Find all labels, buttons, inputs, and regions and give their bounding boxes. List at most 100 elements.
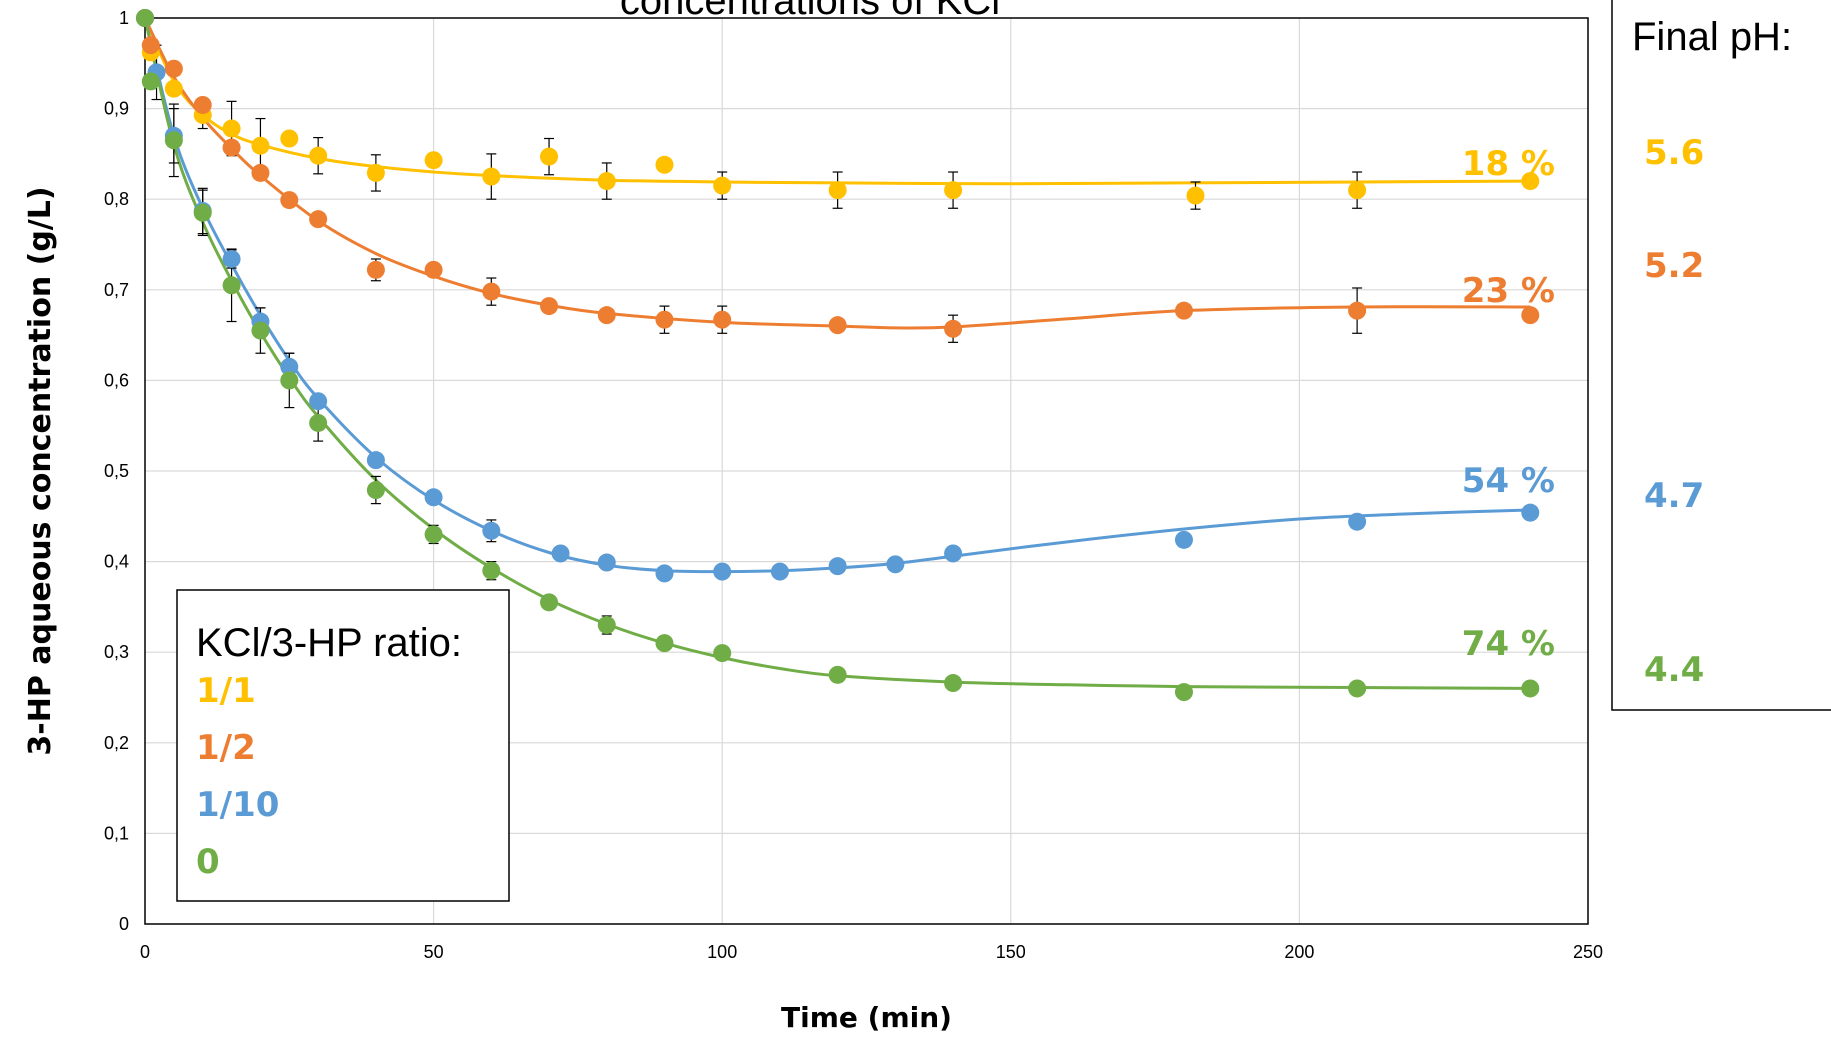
fit-curve-0 bbox=[143, 17, 1531, 690]
data-point-0 bbox=[141, 72, 160, 91]
y-tick-label: 0,7 bbox=[104, 280, 129, 300]
data-point-1-10 bbox=[366, 451, 385, 470]
ph-value-1-10: 4.7 bbox=[1644, 476, 1704, 516]
data-point-1-2 bbox=[482, 282, 501, 301]
data-point-1-2 bbox=[424, 260, 443, 279]
data-point-1-1 bbox=[597, 172, 616, 191]
plot-area bbox=[144, 17, 1589, 925]
legend-entry-1-1: 1/1 bbox=[196, 671, 256, 711]
data-point-0 bbox=[309, 413, 328, 432]
x-axis-title: Time (min) bbox=[781, 1001, 952, 1034]
data-point-1-10 bbox=[280, 357, 299, 376]
data-point-1-1 bbox=[1186, 186, 1205, 205]
data-point-0 bbox=[482, 561, 501, 580]
data-point-1-10 bbox=[944, 544, 963, 563]
data-point-0 bbox=[655, 634, 674, 653]
data-point-1-10 bbox=[482, 521, 501, 540]
data-point-1-1 bbox=[280, 129, 299, 148]
data-point-1-2 bbox=[309, 210, 328, 229]
data-point-0 bbox=[540, 593, 559, 612]
data-point-1-2 bbox=[944, 319, 963, 338]
data-point-1-2 bbox=[540, 297, 559, 316]
ph-value-0: 4.4 bbox=[1644, 650, 1704, 690]
x-tick-label: 50 bbox=[424, 942, 444, 962]
legend: KCl/3-HP ratio: 1/1 1/2 1/10 0 bbox=[176, 589, 510, 902]
x-tick-label: 0 bbox=[140, 942, 150, 962]
data-point-1-1 bbox=[482, 167, 501, 186]
data-point-0 bbox=[713, 644, 732, 663]
y-tick-label: 0 bbox=[119, 914, 129, 934]
y-tick-label: 0,4 bbox=[104, 552, 129, 572]
x-tick-label: 100 bbox=[707, 942, 737, 962]
ph-box-title: Final pH: bbox=[1632, 15, 1792, 59]
data-point-1-1 bbox=[164, 79, 183, 98]
legend-entry-0: 0 bbox=[196, 842, 220, 882]
data-point-1-10 bbox=[828, 557, 847, 576]
data-point-0 bbox=[424, 525, 443, 544]
data-point-1-10 bbox=[1174, 530, 1193, 549]
y-tick-label: 0,3 bbox=[104, 642, 129, 662]
data-point-1-2 bbox=[655, 310, 674, 329]
data-point-1-10 bbox=[770, 562, 789, 581]
data-point-0 bbox=[1348, 679, 1367, 698]
data-points bbox=[136, 9, 1540, 702]
final-ph-box: Final pH: 5.6 5.2 4.7 4.4 bbox=[1611, 0, 1831, 711]
data-point-1-1 bbox=[1521, 172, 1540, 191]
x-tick-label: 250 bbox=[1573, 942, 1603, 962]
data-point-0 bbox=[366, 481, 385, 500]
data-point-1-10 bbox=[222, 249, 241, 268]
data-point-0 bbox=[597, 616, 616, 635]
data-point-1-10 bbox=[886, 555, 905, 574]
data-point-1-1 bbox=[540, 147, 559, 166]
data-point-0 bbox=[164, 131, 183, 150]
fit-curve-1-10 bbox=[143, 17, 1531, 574]
data-point-1-10 bbox=[424, 488, 443, 507]
ph-value-1-2: 5.2 bbox=[1644, 246, 1704, 286]
chart-title: concentrations of KCl bbox=[620, 0, 1000, 23]
data-point-1-1 bbox=[1348, 181, 1367, 200]
data-point-1-2 bbox=[1174, 301, 1193, 320]
data-point-1-10 bbox=[1348, 512, 1367, 531]
axis-ticks: 0 50 100 150 200 250 0 0,1 0,2 0,3 0,4 0,5 0,6 0,7 0,8… bbox=[104, 8, 1603, 962]
data-point-1-1 bbox=[309, 146, 328, 165]
y-axis-title: 3-HP aqueous concentration (g/L) bbox=[23, 186, 58, 755]
data-point-1-2 bbox=[1348, 301, 1367, 320]
data-point-0 bbox=[222, 276, 241, 295]
data-point-1-1 bbox=[828, 181, 847, 200]
data-point-1-2 bbox=[164, 59, 183, 78]
percent-label-1-1: 18 % bbox=[1462, 144, 1555, 184]
percent-label-0: 74 % bbox=[1462, 624, 1555, 664]
data-point-1-1 bbox=[366, 163, 385, 182]
y-tick-label: 0,8 bbox=[104, 189, 129, 209]
y-tick-label: 0,6 bbox=[104, 370, 129, 390]
data-point-0 bbox=[1521, 679, 1540, 698]
data-point-1-2 bbox=[713, 310, 732, 329]
data-point-0 bbox=[1174, 683, 1193, 702]
data-point-1-2 bbox=[251, 163, 270, 182]
percent-labels: 18 % 23 % 54 % 74 % bbox=[1462, 144, 1555, 664]
data-point-0 bbox=[280, 371, 299, 390]
data-point-1-2 bbox=[193, 95, 212, 114]
data-point-1-1 bbox=[944, 181, 963, 200]
legend-title: KCl/3-HP ratio: bbox=[196, 621, 462, 665]
data-point-1-1 bbox=[222, 119, 241, 138]
data-point-1-10 bbox=[309, 392, 328, 411]
data-point-1-2 bbox=[280, 191, 299, 210]
data-point-1-2 bbox=[222, 138, 241, 157]
data-point-1-10 bbox=[655, 564, 674, 583]
x-tick-label: 150 bbox=[996, 942, 1026, 962]
legend-entry-1-10: 1/10 bbox=[196, 785, 279, 825]
data-point-1-1 bbox=[424, 151, 443, 170]
data-point-0 bbox=[136, 9, 154, 27]
y-tick-label: 0,2 bbox=[104, 733, 129, 753]
y-tick-label: 0,9 bbox=[104, 99, 129, 119]
x-tick-label: 200 bbox=[1284, 942, 1314, 962]
data-point-1-1 bbox=[713, 176, 732, 195]
ph-box-frame bbox=[1611, 0, 1831, 711]
y-tick-label: 0,5 bbox=[104, 461, 129, 481]
data-point-1-10 bbox=[1521, 503, 1540, 522]
data-point-1-10 bbox=[597, 553, 616, 572]
percent-label-1-10: 54 % bbox=[1462, 461, 1555, 501]
fit-curves bbox=[143, 17, 1531, 690]
